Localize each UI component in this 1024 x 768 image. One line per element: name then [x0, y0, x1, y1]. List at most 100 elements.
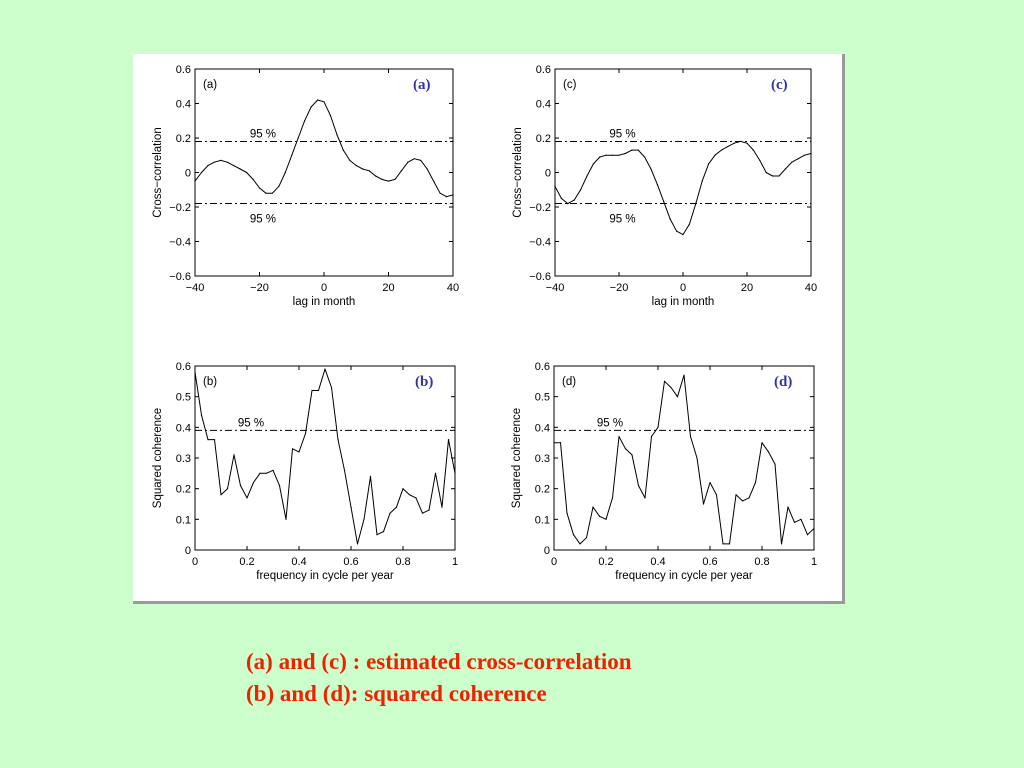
chart-c-data-point — [765, 171, 767, 174]
chart-c-ylabel: Cross−correlation — [512, 127, 524, 217]
chart-b-data-point — [278, 485, 281, 487]
chart-c-data-point — [567, 203, 569, 205]
chart-d-ytick-label: 0.4 — [535, 422, 550, 434]
chart-d-data-point — [611, 497, 614, 499]
chart-b-xtick-label: 0.8 — [395, 556, 410, 568]
chart-d-data-point — [553, 442, 555, 444]
chart-d-data-point — [657, 426, 659, 428]
chart-a-ytick-label: −0.4 — [169, 237, 191, 249]
chart-a-data-point — [445, 196, 448, 198]
chart-d-data-point — [748, 497, 750, 499]
chart-d-data-point — [592, 506, 594, 508]
chart-b-data-point — [408, 494, 411, 496]
chart-a-panel-tag: (a) — [413, 77, 431, 93]
chart-b-ylabel: Squared coherence — [152, 408, 164, 508]
chart-c-ytick-label: 0.2 — [536, 133, 551, 145]
figure-svg: −40 −20 0 20 40 −0.6 −0.4 −0.2 0 0.2 0.4 0.6 lag in … — [152, 64, 817, 582]
caption: (a) and (c) : estimated cross-correlatio… — [246, 646, 632, 710]
chart-d-data-point — [579, 543, 581, 545]
chart-c-xtick-label: 0 — [680, 282, 686, 294]
chart-d-data-point — [696, 457, 698, 459]
chart-d-data-point — [800, 518, 802, 520]
chart-b-data-point — [389, 512, 391, 514]
chart-d-data-point — [683, 374, 685, 376]
chart-b-data-point — [246, 497, 248, 499]
chart-d-axes-box — [553, 365, 815, 551]
chart-d-data-point — [585, 537, 588, 539]
chart-a-ylabel: Cross−correlation — [152, 127, 164, 217]
chart-c-ytick-label: 0 — [545, 168, 551, 180]
chart-d-data-point — [650, 435, 653, 438]
chart-a-data-point — [452, 194, 454, 196]
chart-c-data-point — [688, 223, 691, 225]
chart-c-data-point — [663, 201, 665, 203]
chart-d-data-point — [709, 481, 711, 484]
chart-a-data-point — [439, 192, 441, 194]
chart-c-panel-tag: (c) — [771, 77, 788, 93]
chart-b-data-point — [447, 439, 450, 441]
chart-d-inner-label: (d) — [562, 376, 576, 388]
chart-b-series-line — [194, 368, 456, 545]
chart-c-data-point — [708, 163, 710, 165]
chart-c-data-point — [560, 197, 562, 199]
chart-c-data-point — [586, 175, 588, 177]
chart-c-data-point — [605, 154, 607, 156]
chart-b-data-point — [454, 472, 456, 474]
chart-a-data-point — [355, 165, 357, 167]
chart-a-data-point — [317, 99, 319, 101]
chart-c-data-point — [752, 149, 755, 151]
chart-c-data-point — [644, 156, 646, 158]
chart-a-data-point — [368, 170, 370, 172]
chart-a-data-point — [413, 158, 415, 160]
chart-b-data-point — [291, 448, 294, 450]
chart-c-xtick-label: −20 — [610, 282, 629, 294]
chart-b-data-point — [350, 506, 352, 508]
chart-a-data-point — [265, 192, 267, 194]
chart-b-xtick-label: 0.2 — [239, 556, 254, 568]
chart-c-xlabel: lag in month — [652, 296, 715, 308]
chart-a-xtick-label: 40 — [447, 282, 459, 294]
chart-b-data-point — [421, 512, 424, 514]
chart-d-data-point — [728, 543, 731, 545]
chart-c-data-point — [573, 199, 575, 201]
chart-b-data-point — [356, 543, 359, 545]
chart-a-data-point — [246, 171, 248, 174]
chart-a-data-point — [252, 178, 254, 180]
chart-b-ytick-label: 0.5 — [176, 392, 191, 404]
chart-c-ytick-label: 0.4 — [536, 99, 551, 111]
chart-a-data-point — [194, 180, 196, 182]
chart-b-data-point — [298, 451, 300, 453]
chart-a-data-point — [375, 175, 377, 177]
chart-d-ytick-label: 0.1 — [535, 514, 550, 526]
chart-b-ytick-label: 0.6 — [176, 361, 191, 373]
chart-b-data-point — [376, 534, 378, 536]
chart-d-series-line — [554, 374, 815, 545]
chart-a-data-point — [284, 171, 286, 174]
chart-a-threshold-label: 95 % — [250, 128, 276, 140]
chart-a-xtick-label: 20 — [382, 282, 394, 294]
chart-a-data-point — [213, 161, 215, 163]
chart-d-data-point — [774, 463, 776, 465]
chart-a-data-point — [336, 133, 338, 136]
chart-d-data-point — [689, 435, 692, 438]
chart-b-data-point — [337, 439, 339, 441]
chart-d-data-point — [767, 451, 770, 453]
chart-d-xtick-label: 0.6 — [702, 556, 717, 568]
chart-b-ytick-label: 0 — [185, 545, 191, 557]
chart-a-data-point — [323, 101, 325, 103]
chart-c-data-point — [797, 158, 799, 160]
chart-a-ytick-label: −0.2 — [169, 202, 191, 214]
chart-b-data-point — [239, 485, 242, 487]
chart-d-xtick-label: 0.8 — [754, 556, 769, 568]
chart-a-threshold-label: 95 % — [250, 214, 276, 226]
chart-d-data-point — [676, 396, 679, 398]
chart-b-xlabel: frequency in cycle per year — [256, 570, 394, 582]
chart-c-threshold-label: 95 % — [609, 214, 635, 226]
chart-d-data-point — [631, 454, 633, 456]
chart-b-data-point — [259, 472, 261, 474]
chart-b-panel-tag: (b) — [415, 374, 433, 390]
chart-d-data-point — [722, 543, 724, 545]
chart-c-data-point — [695, 203, 697, 205]
chart-c-data-point — [740, 140, 742, 142]
chart-b-xtick-label: 0.6 — [343, 556, 358, 568]
